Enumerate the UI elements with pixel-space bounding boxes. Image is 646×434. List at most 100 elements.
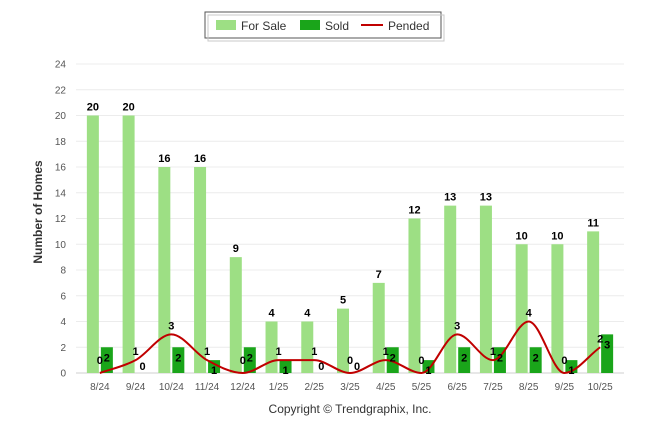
- data-label-sold: 0: [318, 361, 324, 373]
- y-tick-label: 0: [60, 369, 66, 380]
- data-label-for-sale: 20: [87, 102, 99, 114]
- bar-sold: [601, 334, 614, 373]
- x-tick-label: 11/24: [195, 382, 220, 393]
- copyright-footer: Copyright © Trendgraphix, Inc.: [269, 402, 432, 416]
- data-label-pended: 3: [454, 320, 460, 332]
- data-label-pended: 0: [418, 355, 424, 367]
- y-tick-label: 4: [60, 317, 66, 328]
- data-label-for-sale: 9: [233, 243, 239, 255]
- bar-sold: [529, 347, 542, 373]
- y-tick-label: 16: [55, 163, 67, 174]
- data-label-sold: 2: [390, 352, 396, 364]
- bars: [86, 115, 614, 373]
- data-label-sold: 2: [247, 352, 253, 364]
- data-label-for-sale: 7: [376, 269, 382, 281]
- bar-for-sale: [158, 167, 171, 373]
- data-label-pended: 0: [97, 355, 103, 367]
- x-tick-label: 8/25: [519, 382, 539, 393]
- bar-for-sale: [551, 244, 564, 373]
- y-tick-label: 22: [55, 85, 67, 96]
- data-label-pended: 2: [597, 333, 603, 345]
- bar-sold: [100, 347, 113, 373]
- data-labels: 2022001621619241405072121132132102101113…: [87, 102, 610, 378]
- x-tick-label: 10/25: [588, 382, 613, 393]
- x-tick-label: 7/25: [483, 382, 503, 393]
- data-label-pended: 1: [311, 346, 317, 358]
- x-tick-label: 1/25: [269, 382, 289, 393]
- y-tick-label: 12: [55, 214, 67, 225]
- legend-shadow: [207, 14, 445, 42]
- data-label-sold: 1: [211, 365, 217, 377]
- x-axis-ticks: 8/24 9/24 10/24 11/24 12/24 1/25 2/25 3/25 4/25 5…: [90, 382, 613, 393]
- data-label-for-sale: 13: [480, 192, 492, 204]
- data-label-pended: 1: [204, 346, 210, 358]
- pended-series-line: [99, 320, 601, 375]
- data-label-pended: 0: [561, 355, 567, 367]
- bar-sold: [243, 347, 256, 373]
- y-tick-label: 18: [55, 137, 67, 148]
- legend-label-sold: Sold: [325, 19, 349, 33]
- data-label-pended: 4: [526, 308, 533, 320]
- data-label-sold: 0: [140, 361, 146, 373]
- x-tick-label: 10/24: [159, 382, 184, 393]
- bar-sold: [422, 360, 435, 373]
- data-label-for-sale: 10: [516, 230, 528, 242]
- y-tick-label: 24: [55, 60, 67, 71]
- data-label-sold: 1: [568, 365, 574, 377]
- y-tick-label: 2: [60, 343, 66, 354]
- data-label-for-sale: 10: [551, 230, 563, 242]
- legend: For Sale Sold Pended: [204, 11, 445, 42]
- data-label-for-sale: 16: [194, 153, 206, 165]
- bar-for-sale: [86, 115, 99, 373]
- data-label-sold: 2: [533, 352, 539, 364]
- x-tick-label: 2/25: [305, 382, 325, 393]
- y-tick-label: 14: [55, 188, 67, 199]
- legend-box: [204, 11, 442, 39]
- bar-for-sale: [122, 115, 135, 373]
- legend-label-for-sale: For Sale: [241, 19, 287, 33]
- data-label-pended: 1: [133, 346, 139, 358]
- legend-label-pended: Pended: [388, 19, 429, 33]
- data-label-sold: 1: [282, 365, 288, 377]
- data-label-for-sale: 20: [122, 102, 134, 114]
- data-label-sold: 2: [104, 352, 110, 364]
- data-label-sold: 3: [604, 339, 610, 351]
- bar-sold: [172, 347, 185, 373]
- bar-for-sale: [587, 231, 600, 373]
- pended-line: [99, 320, 601, 375]
- bar-sold: [458, 347, 471, 373]
- bar-for-sale: [479, 205, 492, 373]
- data-label-pended: 3: [168, 320, 174, 332]
- x-tick-label: 5/25: [412, 382, 432, 393]
- y-tick-label: 8: [60, 266, 66, 277]
- x-tick-label: 4/25: [376, 382, 396, 393]
- legend-swatch-for-sale: [216, 20, 236, 30]
- grid: [76, 63, 624, 374]
- data-label-for-sale: 12: [408, 205, 420, 217]
- bar-sold: [386, 347, 399, 373]
- x-tick-label: 8/24: [90, 382, 110, 393]
- data-label-pended: 0: [347, 355, 353, 367]
- bar-for-sale: [337, 308, 349, 373]
- x-tick-label: 6/25: [447, 382, 467, 393]
- data-label-pended: 1: [275, 346, 281, 358]
- data-label-sold: 1: [425, 365, 431, 377]
- data-label-for-sale: 16: [158, 153, 170, 165]
- data-label-sold: 0: [354, 361, 360, 373]
- legend-swatch-sold: [300, 20, 320, 30]
- data-label-for-sale: 5: [340, 295, 346, 307]
- data-label-pended: 0: [240, 355, 246, 367]
- bar-for-sale: [229, 257, 242, 373]
- bar-for-sale: [372, 282, 385, 373]
- data-label-for-sale: 13: [444, 192, 456, 204]
- data-label-for-sale: 4: [268, 308, 275, 320]
- bar-for-sale: [444, 205, 457, 373]
- y-tick-label: 20: [55, 111, 67, 122]
- y-tick-label: 6: [60, 291, 66, 302]
- bar-sold: [279, 360, 292, 373]
- data-label-sold: 2: [497, 352, 503, 364]
- data-label-for-sale: 4: [304, 308, 311, 320]
